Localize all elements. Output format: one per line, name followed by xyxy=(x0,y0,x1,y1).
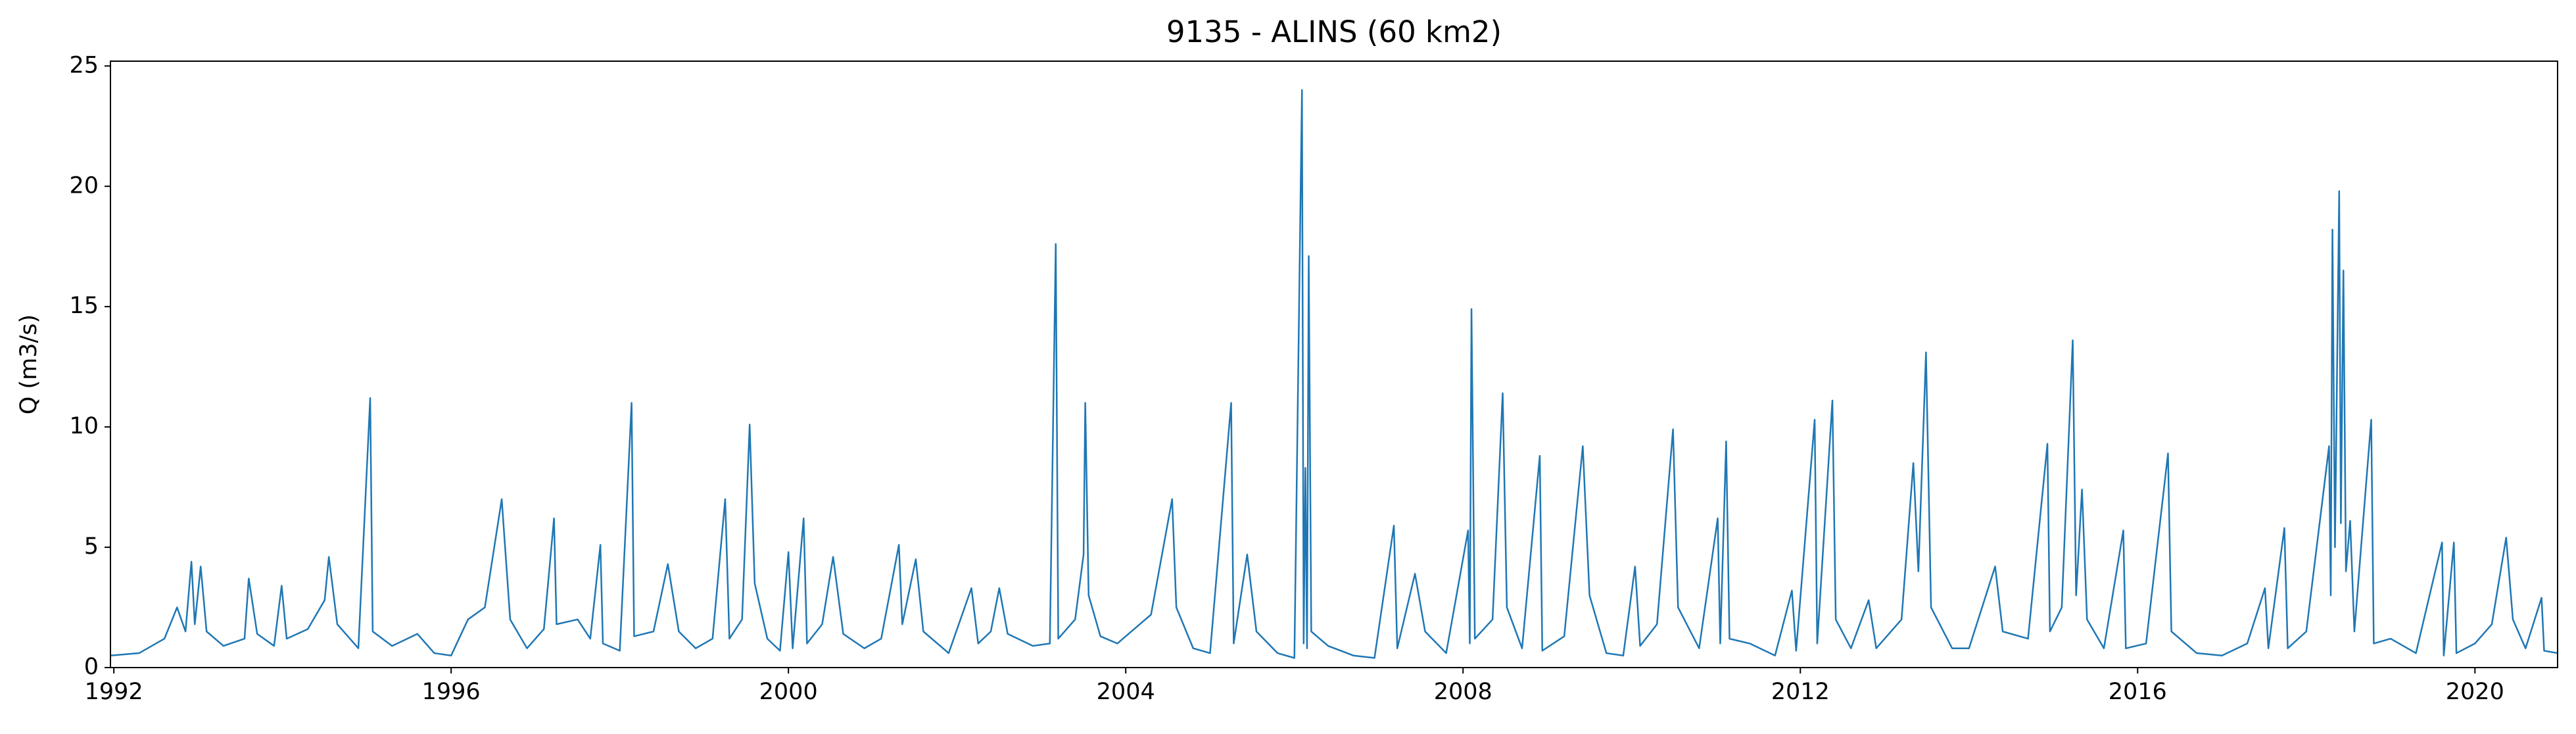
y-tick-label: 10 xyxy=(69,413,99,439)
y-tick-label: 20 xyxy=(69,172,99,199)
x-tick-label: 2016 xyxy=(2109,679,2167,705)
x-tick-label: 2008 xyxy=(1434,679,1492,705)
x-tick-label: 2020 xyxy=(2446,679,2504,705)
x-tick-label: 1996 xyxy=(422,679,481,705)
y-tick-label: 0 xyxy=(84,654,99,680)
chart-title: 9135 - ALINS (60 km2) xyxy=(1166,14,1502,49)
x-tick-label: 2004 xyxy=(1097,679,1155,705)
y-tick-label: 25 xyxy=(69,52,99,78)
y-tick-label: 15 xyxy=(69,293,99,319)
y-axis-label: Q (m3/s) xyxy=(16,314,42,414)
y-tick-label: 5 xyxy=(84,533,99,560)
plot-frame xyxy=(110,61,2558,668)
x-tick-label: 1992 xyxy=(85,679,143,705)
data-line xyxy=(110,89,2558,659)
x-tick-label: 2012 xyxy=(1771,679,1830,705)
x-tick-label: 2000 xyxy=(759,679,818,705)
